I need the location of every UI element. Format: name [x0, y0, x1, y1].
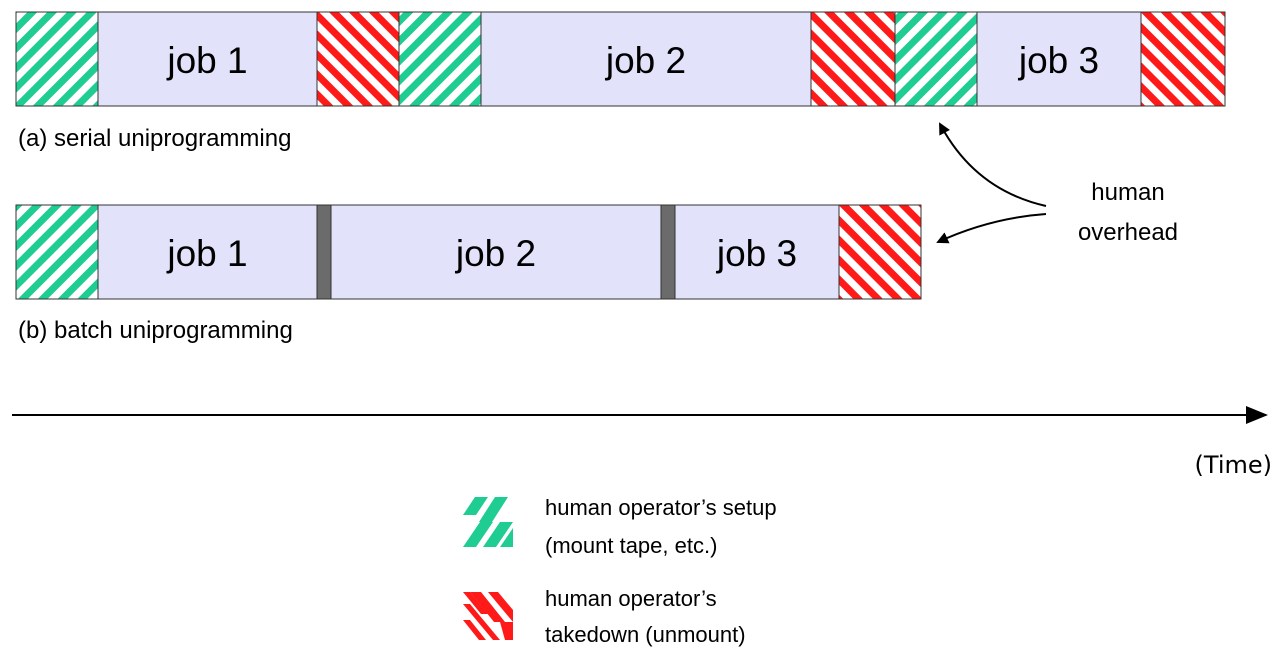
overhead-label-line2: overhead	[1078, 219, 1178, 246]
batch-takedown	[838, 204, 922, 300]
batch-job-1-label: job 1	[166, 233, 247, 274]
batch-job-2-label: job 2	[455, 233, 536, 274]
overhead-label-line1: human	[1091, 179, 1164, 206]
serial-job-2-block	[480, 11, 812, 107]
serial-takedown-3	[1140, 11, 1226, 107]
batch-gap-2	[660, 204, 676, 300]
batch-gap-1	[316, 204, 332, 300]
legend-setup-line1: human operator’s setup	[545, 495, 777, 520]
batch-row: job 1 job 2 job 3 (b) batch uniprogrammi…	[15, 204, 922, 344]
legend-setup-line2: (mount tape, etc.)	[545, 533, 717, 558]
serial-job-3-label: job 3	[1018, 40, 1099, 81]
legend-setup-swatch	[463, 497, 513, 547]
batch-job-3-label: job 3	[716, 233, 797, 274]
serial-takedown-2	[810, 11, 896, 107]
serial-job-3-block	[976, 11, 1142, 107]
batch-setup	[15, 204, 99, 300]
batch-job-2-block	[330, 204, 662, 300]
batch-job-3-block	[674, 204, 840, 300]
batch-job-1-block	[97, 204, 318, 300]
legend: human operator’s setup (mount tape, etc.…	[463, 495, 777, 647]
legend-takedown-line2: takedown (unmount)	[545, 622, 746, 647]
serial-job-2-label: job 2	[605, 40, 686, 81]
legend-takedown-line1: human operator’s	[545, 586, 717, 611]
serial-takedown-1	[316, 11, 400, 107]
overhead-arrow-left	[936, 213, 1047, 244]
serial-setup-2	[398, 11, 482, 107]
time-axis: (Time)	[12, 406, 1272, 479]
overhead-annotation: human overhead	[936, 122, 1178, 246]
serial-row: job 1 job 2 job 3 (a) serial uniprogramm…	[15, 11, 1226, 152]
serial-setup-3	[894, 11, 978, 107]
serial-job-1-label: job 1	[166, 40, 247, 81]
overhead-arrow-up	[939, 122, 1047, 207]
legend-takedown-swatch	[463, 592, 513, 640]
batch-caption: (b) batch uniprogramming	[18, 317, 293, 344]
time-axis-label: (Time)	[1195, 451, 1272, 479]
serial-job-1-block	[97, 11, 318, 107]
serial-setup-1	[15, 11, 99, 107]
serial-caption: (a) serial uniprogramming	[18, 125, 291, 152]
